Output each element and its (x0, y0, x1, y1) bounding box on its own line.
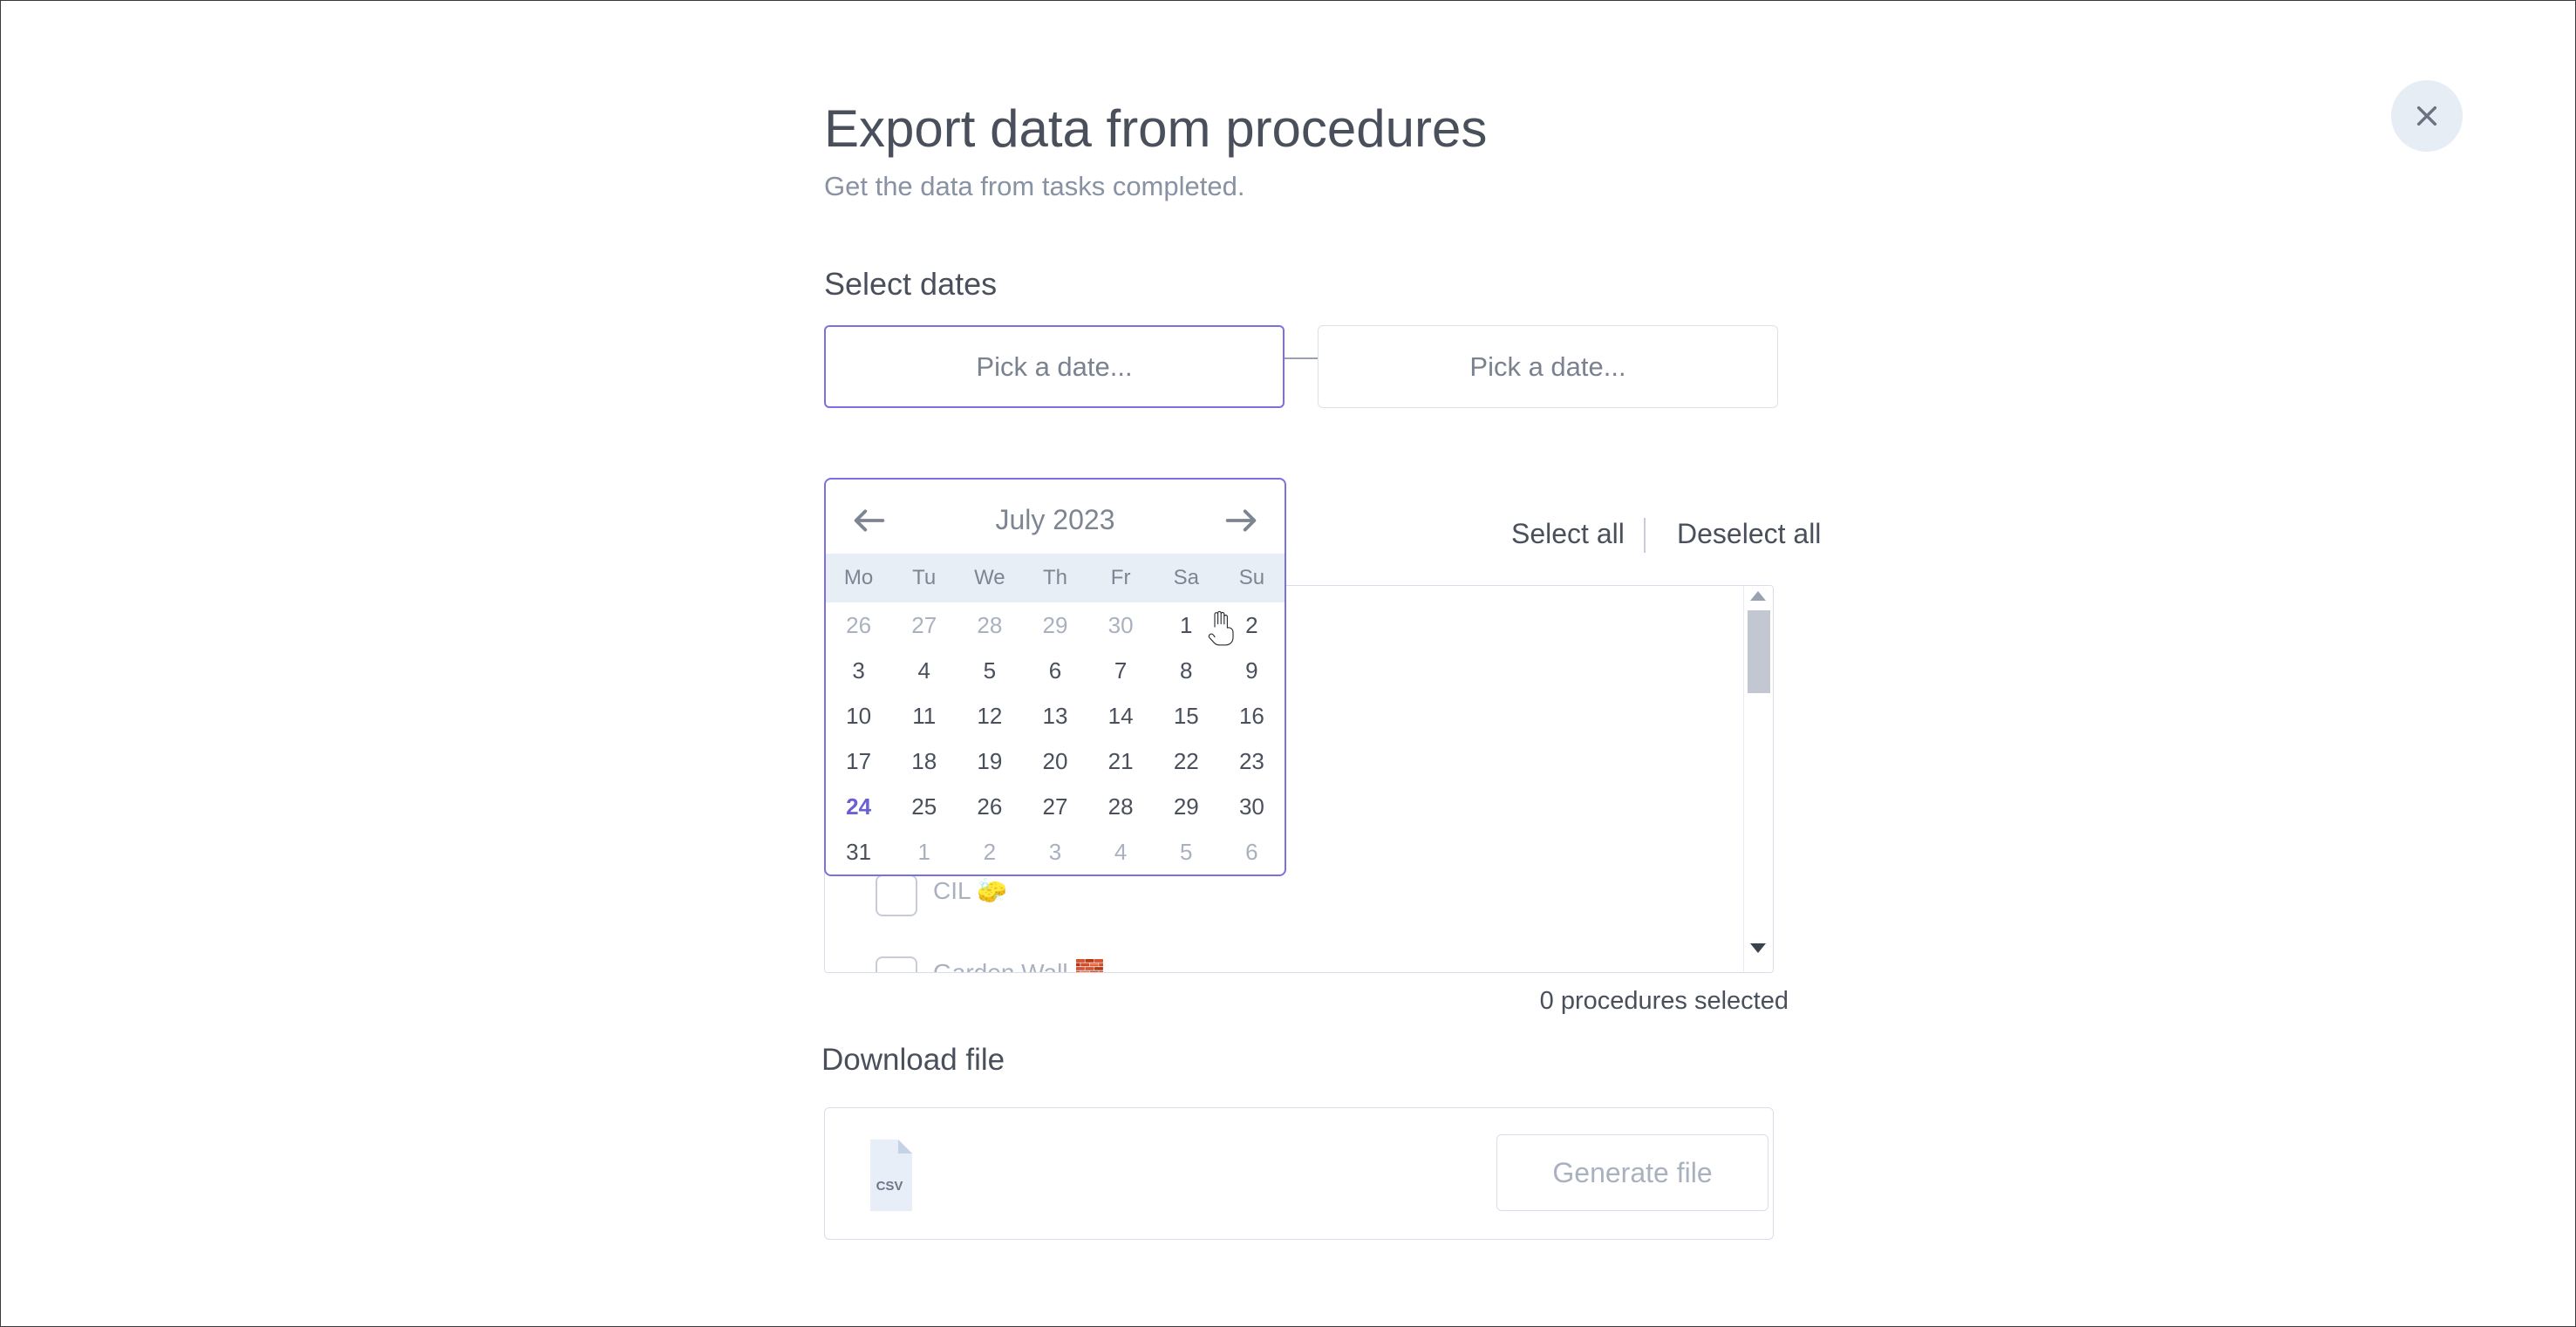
svg-text:CSV: CSV (876, 1179, 903, 1194)
